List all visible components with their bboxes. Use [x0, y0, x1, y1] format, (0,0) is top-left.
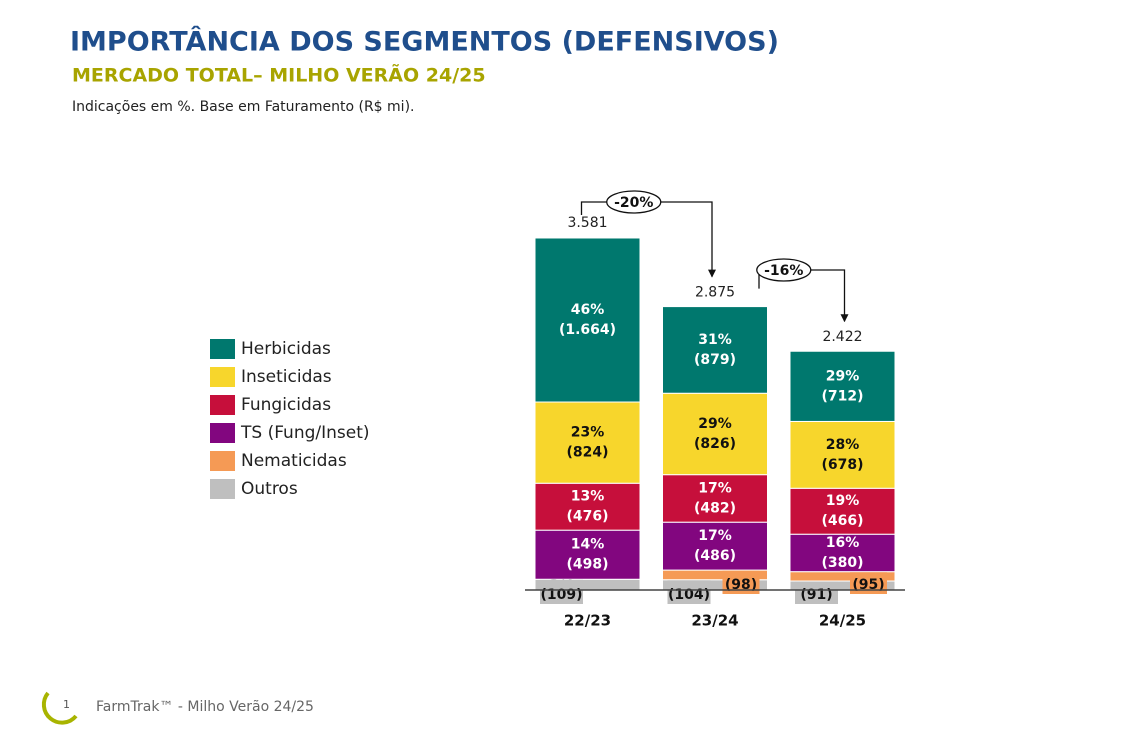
share-label: 29% — [826, 368, 860, 384]
change-label: -20% — [614, 195, 653, 211]
value-label: (712) — [821, 388, 863, 404]
share-label: 17% — [698, 528, 732, 544]
bar-segment — [789, 350, 896, 422]
x-tick-label: 24/25 — [819, 612, 866, 630]
subtitle: MERCADO TOTAL– MILHO VERÃO 24/25 — [72, 63, 486, 87]
legend-swatch — [210, 451, 235, 471]
share-label: 17% — [698, 480, 732, 496]
value-label: (98) — [725, 577, 757, 593]
title: IMPORTÂNCIA DOS SEGMENTOS (DEFENSIVOS) — [70, 26, 779, 58]
total-label: 2.422 — [822, 329, 862, 345]
legend-swatch — [210, 339, 235, 359]
legend-label: Herbicidas — [241, 339, 331, 359]
x-tick-label: 23/24 — [691, 612, 738, 630]
segment-label: 17% (486) — [694, 528, 736, 564]
note: Indicações em %. Base em Faturamento (R$… — [72, 99, 414, 115]
share-label: 19% — [826, 493, 860, 509]
value-label: (95) — [852, 577, 884, 593]
value-label: (109) — [540, 587, 582, 603]
share-label: 28% — [826, 437, 860, 453]
segment-label: 29% (712) — [821, 368, 863, 404]
value-label: (91) — [800, 587, 832, 603]
value-label: (826) — [694, 436, 736, 452]
legend-label: TS (Fung/Inset) — [240, 423, 370, 443]
legend-swatch — [210, 395, 235, 415]
footer-text: FarmTrak™ - Milho Verão 24/25 — [96, 699, 314, 715]
segment-label: 29% (826) — [694, 416, 736, 452]
value-label: (678) — [821, 457, 863, 473]
segment-label: 19% (466) — [821, 493, 863, 529]
segment-label: 13% (476) — [566, 489, 608, 525]
legend-swatch — [210, 367, 235, 387]
value-label: (476) — [566, 509, 608, 525]
change-badge — [606, 190, 662, 214]
page-number: 1 — [63, 698, 70, 711]
legend-label: Inseticidas — [241, 367, 332, 387]
total-label: 3.581 — [567, 215, 607, 231]
bar-segment — [789, 487, 896, 535]
value-label: (879) — [694, 352, 736, 368]
share-label: 46% — [571, 302, 605, 318]
value-label: (486) — [694, 548, 736, 564]
share-label: 13% — [571, 489, 605, 505]
segment-label: 16% (380) — [821, 535, 863, 571]
value-label: (1.664) — [559, 322, 616, 338]
legend-label: Nematicidas — [241, 451, 347, 471]
share-label: 31% — [698, 332, 732, 348]
logo — [41, 691, 78, 725]
legend-swatch — [210, 479, 235, 499]
value-label: (466) — [821, 513, 863, 529]
value-label: (104) — [668, 587, 710, 603]
share-label: 29% — [698, 416, 732, 432]
bar-segment — [534, 482, 641, 531]
share-label: 14% — [571, 537, 605, 553]
bar-segment — [662, 392, 768, 476]
segment-label: 28% (678) — [821, 437, 863, 473]
x-tick-label: 22/23 — [564, 612, 611, 630]
bar-segment — [534, 401, 641, 484]
segment-label: 17% (482) — [694, 480, 736, 516]
share-label: 16% — [826, 535, 860, 551]
legend-label: Outros — [241, 479, 298, 499]
segment-label: 23% (824) — [566, 425, 608, 461]
value-label: (380) — [821, 555, 863, 571]
bar-segment — [789, 420, 896, 489]
value-label: (824) — [566, 445, 608, 461]
value-label: (498) — [566, 557, 608, 573]
bar-segment — [662, 521, 768, 571]
share-label: 23% — [571, 425, 605, 441]
legend-swatch — [210, 423, 235, 443]
segment-label: 46% (1.664) — [559, 302, 616, 338]
bar-segment — [662, 306, 768, 394]
segment-label: 14% (498) — [566, 537, 608, 573]
bar-segment — [662, 474, 768, 523]
total-label: 2.875 — [695, 285, 735, 301]
segment-label: 31% (879) — [694, 332, 736, 368]
bar-segment — [534, 529, 641, 580]
legend-label: Fungicidas — [241, 395, 331, 415]
change-label: -16% — [764, 263, 803, 279]
value-label: (482) — [694, 500, 736, 516]
change-badge — [756, 258, 812, 282]
bar-segment — [534, 237, 641, 403]
